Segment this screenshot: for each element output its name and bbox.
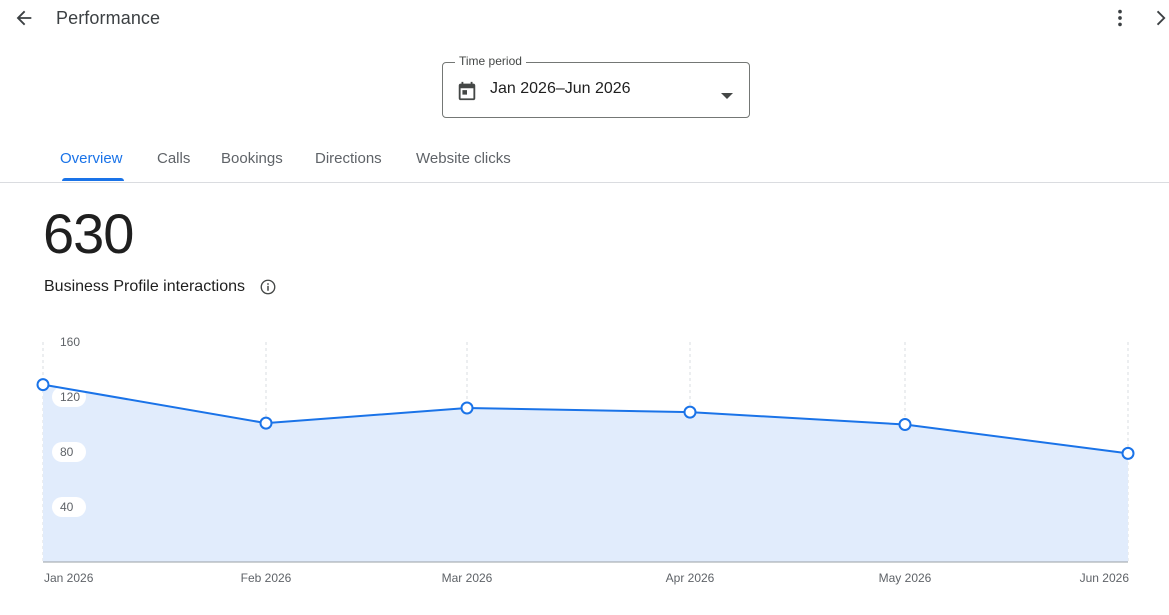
series-line — [42, 383, 1129, 455]
y-tick-bg-80 — [52, 442, 86, 462]
x-tick-label-jan-2026: Jan 2026 — [44, 571, 94, 585]
header-bar: Performance — [0, 0, 1169, 40]
page-title: Performance — [56, 8, 161, 28]
x-tick-label-jun-2026: Jun 2026 — [1080, 571, 1130, 585]
more-options-button[interactable] — [1106, 2, 1134, 34]
info-icon[interactable] — [259, 278, 277, 296]
series-area — [43, 384, 1128, 562]
tab-directions[interactable]: Directions — [315, 150, 382, 167]
x-tick-label-mar-2026: Mar 2026 — [442, 571, 493, 585]
data-point-apr-2026 — [683, 405, 697, 419]
chevron-right-icon — [1156, 10, 1166, 26]
time-period-label: Time period — [455, 54, 526, 68]
dropdown-arrow-icon — [721, 87, 733, 105]
data-point-jan-2026 — [36, 378, 50, 392]
close-panel-button[interactable] — [1148, 2, 1169, 34]
arrow-back-icon — [16, 10, 32, 26]
tab-website-clicks[interactable]: Website clicks — [416, 150, 511, 167]
y-tick-bg-40 — [52, 497, 86, 517]
data-point-may-2026 — [898, 418, 912, 431]
interactions-total: 630 — [43, 202, 134, 265]
more-vert-icon — [1118, 9, 1122, 27]
x-tick-label-feb-2026: Feb 2026 — [241, 571, 292, 585]
x-tick-label-apr-2026: Apr 2026 — [666, 571, 715, 585]
interactions-label: Business Profile interactions — [44, 278, 245, 295]
y-tick-label-40: 40 — [60, 500, 74, 514]
tab-bar: Overview Calls Bookings Directions Websi… — [0, 140, 1169, 183]
y-tick-label-120: 120 — [60, 390, 80, 404]
active-tab-indicator — [62, 178, 124, 181]
back-button[interactable] — [6, 2, 42, 34]
y-tick-label-160: 160 — [60, 335, 80, 349]
time-period-value: Jan 2026–Jun 2026 — [490, 80, 631, 97]
tab-bookings[interactable]: Bookings — [221, 150, 283, 167]
data-point-mar-2026 — [460, 401, 474, 415]
y-tick-bg-120 — [52, 387, 86, 407]
data-point-jun-2026 — [1121, 446, 1135, 460]
tab-overview[interactable]: Overview — [60, 150, 123, 167]
interactions-chart: 40 80 120 160 Jan 2026 Feb 2026 Mar 2026 Apr 20… — [0, 320, 1169, 600]
calendar-icon — [456, 80, 478, 107]
y-tick-bg-160 — [52, 332, 86, 352]
x-tick-label-may-2026: May 2026 — [879, 571, 932, 585]
time-period-select[interactable]: Time period Jan 2026–Jun 2026 — [442, 54, 750, 118]
chart-svg: 40 80 120 160 Jan 2026 Feb 2026 Mar 2026 Apr 20… — [36, 332, 1135, 585]
data-point-feb-2026 — [259, 416, 273, 430]
y-tick-label-80: 80 — [60, 445, 74, 459]
tab-calls[interactable]: Calls — [157, 150, 191, 167]
